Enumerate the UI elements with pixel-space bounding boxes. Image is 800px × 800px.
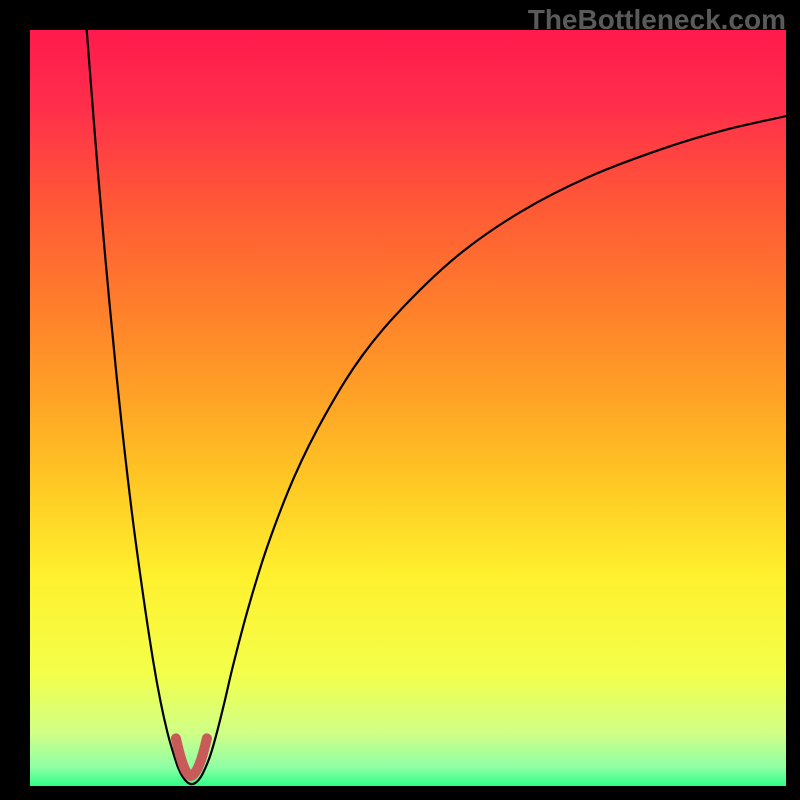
chart-canvas: TheBottleneck.com: [0, 0, 800, 800]
main-curve: [87, 30, 786, 784]
bottom-u-marker: [176, 738, 207, 776]
watermark-text: TheBottleneck.com: [528, 4, 786, 36]
curve-layer: [30, 30, 786, 786]
plot-area: [30, 30, 786, 786]
